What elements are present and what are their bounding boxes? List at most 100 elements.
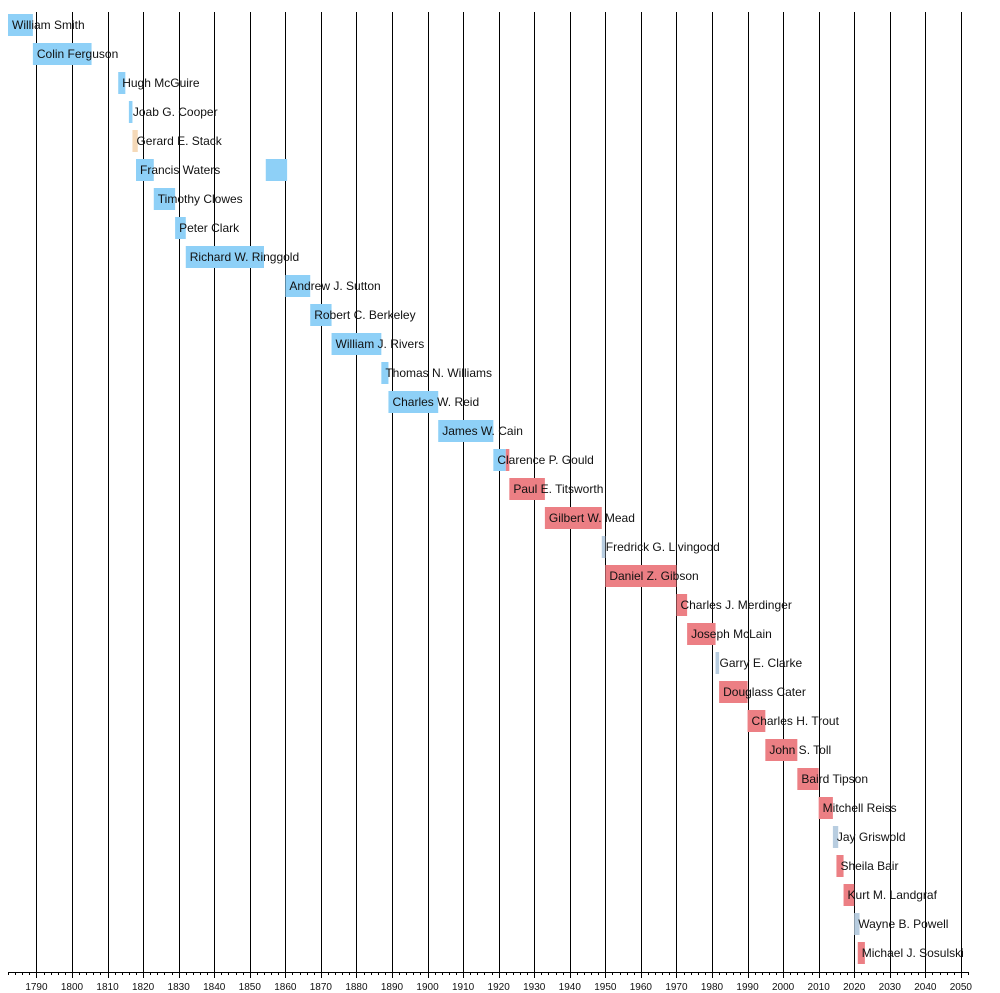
term-label: Joab G. Cooper bbox=[133, 105, 218, 119]
term-bar bbox=[381, 362, 389, 384]
term-label: Gilbert W. Mead bbox=[549, 511, 635, 525]
term-bar bbox=[132, 130, 138, 152]
x-tick-label: 1800 bbox=[61, 982, 84, 993]
x-axis: 1790 1800 1810 1820 1830 1840 1850 1860 1870 1880… bbox=[8, 972, 972, 993]
term-bar bbox=[797, 768, 819, 790]
label-layer: William Smith Colin Ferguson Hugh McGuire J… bbox=[12, 18, 964, 960]
x-tick-label: 1940 bbox=[559, 982, 582, 993]
term-bar bbox=[857, 942, 865, 964]
x-tick-label: 1850 bbox=[239, 982, 262, 993]
term-label: William Smith bbox=[12, 18, 85, 32]
x-tick-label: 1820 bbox=[132, 982, 155, 993]
term-bar bbox=[388, 391, 439, 413]
term-bar bbox=[765, 739, 798, 761]
term-label: Andrew J. Sutton bbox=[289, 279, 380, 293]
x-tick-label: 1870 bbox=[310, 982, 333, 993]
term-bar bbox=[601, 536, 606, 558]
x-tick-label: 2040 bbox=[914, 982, 937, 993]
term-label: Garry E. Clarke bbox=[720, 656, 803, 670]
term-bar bbox=[836, 855, 844, 877]
term-label: Peter Clark bbox=[179, 221, 240, 235]
bar-layer bbox=[8, 14, 865, 964]
term-bar bbox=[310, 304, 332, 326]
term-label: James W. Cain bbox=[442, 424, 523, 438]
term-bar bbox=[118, 72, 126, 94]
term-bar bbox=[818, 797, 833, 819]
term-bar bbox=[136, 159, 154, 181]
term-label: Wayne B. Powell bbox=[858, 917, 948, 931]
term-bar bbox=[265, 159, 288, 181]
term-bar bbox=[687, 623, 716, 645]
term-label: Charles J. Merdinger bbox=[680, 598, 791, 612]
term-bar bbox=[719, 681, 748, 703]
term-label: Robert C. Berkeley bbox=[314, 308, 415, 322]
x-tick-label: 1840 bbox=[203, 982, 226, 993]
term-label: Daniel Z. Gibson bbox=[609, 569, 698, 583]
term-bar bbox=[185, 246, 264, 268]
term-label: Mitchell Reiss bbox=[823, 801, 897, 815]
x-tick-label: 1810 bbox=[96, 982, 119, 993]
x-tick-label: 2050 bbox=[950, 982, 973, 993]
x-tick-label: 1880 bbox=[345, 982, 368, 993]
term-label: Jay Griswold bbox=[837, 830, 906, 844]
term-bar bbox=[32, 43, 92, 65]
x-tick-label: 1920 bbox=[488, 982, 511, 993]
term-label: Douglass Cater bbox=[723, 685, 806, 699]
x-tick-label: 1960 bbox=[630, 982, 653, 993]
term-bar bbox=[8, 14, 33, 36]
term-label: Charles W. Reid bbox=[392, 395, 479, 409]
term-bar bbox=[715, 652, 720, 674]
x-tick-label: 1830 bbox=[168, 982, 191, 993]
x-tick-label: 1910 bbox=[452, 982, 475, 993]
x-tick-label: 1890 bbox=[381, 982, 404, 993]
x-tick-label: 1950 bbox=[594, 982, 617, 993]
term-label: William J. Rivers bbox=[336, 337, 425, 351]
x-tick-label: 1900 bbox=[416, 982, 439, 993]
term-label: Joseph McLain bbox=[691, 627, 772, 641]
term-label: Colin Ferguson bbox=[37, 47, 118, 61]
term-bar bbox=[509, 478, 545, 500]
term-label: Charles H. Trout bbox=[752, 714, 840, 728]
x-tick-label: 1860 bbox=[274, 982, 297, 993]
term-label: Kurt M. Landgraf bbox=[848, 888, 938, 902]
grid-layer bbox=[36, 12, 962, 972]
term-bar bbox=[505, 449, 510, 471]
x-tick-label: 2030 bbox=[879, 982, 902, 993]
term-label: John S. Toll bbox=[769, 743, 831, 757]
term-label: Timothy Clowes bbox=[158, 192, 243, 206]
term-label: Gerard E. Stack bbox=[136, 134, 222, 148]
term-bar bbox=[153, 188, 176, 210]
x-tick-label: 1790 bbox=[25, 982, 48, 993]
term-label: Hugh McGuire bbox=[122, 76, 200, 90]
x-tick-label: 1980 bbox=[701, 982, 724, 993]
term-label: Fredrick G. Livingood bbox=[606, 540, 720, 554]
term-label: Sheila Bair bbox=[840, 859, 898, 873]
term-label: Francis Waters bbox=[140, 163, 220, 177]
term-label: Clarence P. Gould bbox=[497, 453, 594, 467]
x-tick-label: 2010 bbox=[808, 982, 831, 993]
x-tick-label: 2000 bbox=[772, 982, 795, 993]
term-bar bbox=[854, 913, 860, 935]
term-label: Michael J. Sosulski bbox=[862, 946, 964, 960]
term-bar bbox=[285, 275, 311, 297]
term-bar bbox=[438, 420, 494, 442]
x-tick-label: 1990 bbox=[736, 982, 759, 993]
x-tick-label: 2020 bbox=[843, 982, 866, 993]
term-bar bbox=[544, 507, 602, 529]
x-tick-label: 1970 bbox=[665, 982, 688, 993]
x-tick-label: 1930 bbox=[523, 982, 546, 993]
term-label: Paul E. Titsworth bbox=[513, 482, 603, 496]
term-label: Baird Tipson bbox=[801, 772, 868, 786]
term-bar bbox=[493, 449, 506, 471]
term-bar bbox=[843, 884, 855, 906]
term-bar bbox=[331, 333, 382, 355]
term-bar bbox=[832, 826, 839, 848]
term-bar bbox=[128, 101, 133, 123]
term-bar bbox=[747, 710, 766, 732]
term-bar bbox=[175, 217, 186, 239]
term-bar bbox=[605, 565, 677, 587]
term-label: Richard W. Ringgold bbox=[190, 250, 299, 264]
term-label: Thomas N. Williams bbox=[385, 366, 492, 380]
term-bar bbox=[676, 594, 688, 616]
